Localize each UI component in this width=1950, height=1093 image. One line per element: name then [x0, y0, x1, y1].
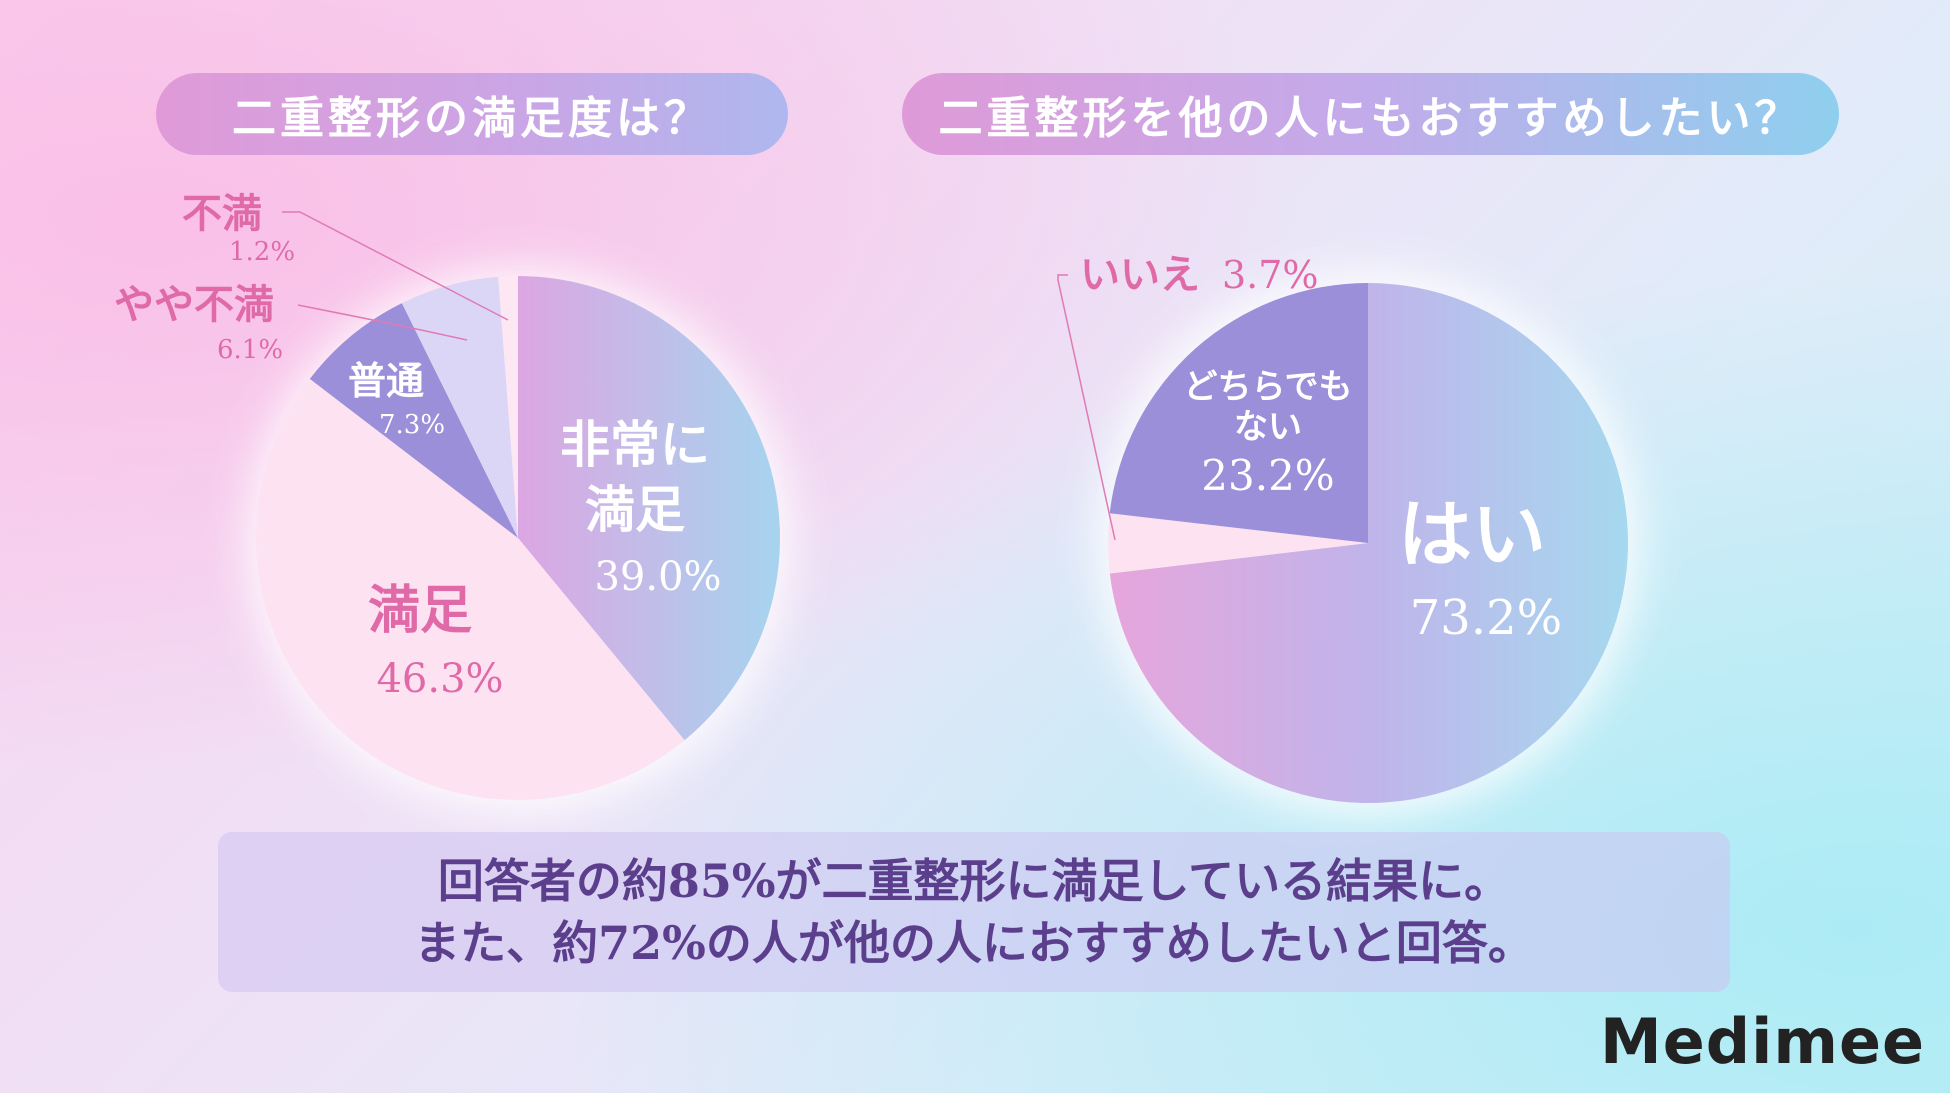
- pie-slice-recommend-0: [1109, 283, 1628, 803]
- right-chart-title: 二重整形を他の人にもおすすめしたい？: [902, 73, 1839, 155]
- leader-line-dissatisfied: [282, 211, 509, 321]
- pie-slice-satisfaction-4: [498, 276, 518, 538]
- label-very-satisfied-line2: 満足: [585, 480, 685, 539]
- pie-slice-satisfaction-2: [309, 303, 518, 538]
- label-no-value: 3.7%: [1222, 253, 1319, 297]
- label-normal: 普通: [348, 358, 424, 403]
- label-neither-line1: どちらでも: [1184, 367, 1353, 407]
- label-neither-line2: ない: [1234, 407, 1302, 447]
- summary-box: 回答者の約85%が二重整形に満足している結果に。 また、約72%の人が他の人にお…: [218, 832, 1730, 992]
- label-satisfied: 満足: [368, 580, 472, 641]
- value-dissatisfied: 1.2%: [229, 237, 295, 267]
- label-no: いいえ 3.7%: [1080, 251, 1318, 298]
- summary-line-1: 回答者の約85%が二重整形に満足している結果に。: [437, 854, 1511, 908]
- brand-logo: Medimee: [1600, 1005, 1926, 1078]
- leader-line-slightly-dissatisfied: [297, 304, 468, 341]
- label-no-text: いいえ: [1080, 251, 1200, 298]
- summary-line-2: また、約72%の人が他の人におすすめしたいと回答。: [414, 916, 1534, 970]
- pie-slice-recommend-1: [1108, 513, 1368, 574]
- pie-chart-satisfaction: [256, 276, 780, 800]
- pie-slice-satisfaction-3: [401, 276, 518, 538]
- value-normal: 7.3%: [379, 410, 445, 440]
- value-satisfied: 46.3%: [376, 656, 503, 702]
- pie-chart-recommend: [1108, 282, 1628, 803]
- leader-line-no: [1057, 274, 1116, 541]
- label-slightly-dissatisfied: やや不満: [114, 281, 274, 328]
- value-yes: 73.2%: [1410, 590, 1562, 646]
- value-neither: 23.2%: [1201, 451, 1334, 500]
- label-yes: はい: [1398, 492, 1546, 578]
- label-dissatisfied: 不満: [182, 190, 262, 237]
- value-very-satisfied: 39.0%: [594, 554, 721, 600]
- pie-slice-satisfaction-1: [256, 378, 685, 800]
- left-chart-title: 二重整形の満足度は？: [156, 73, 788, 155]
- pie-slice-recommend-2: [1109, 282, 1368, 543]
- label-very-satisfied-line1: 非常に: [560, 415, 710, 474]
- value-slightly-dissatisfied: 6.1%: [217, 335, 283, 365]
- pie-slice-satisfaction-0: [518, 276, 780, 741]
